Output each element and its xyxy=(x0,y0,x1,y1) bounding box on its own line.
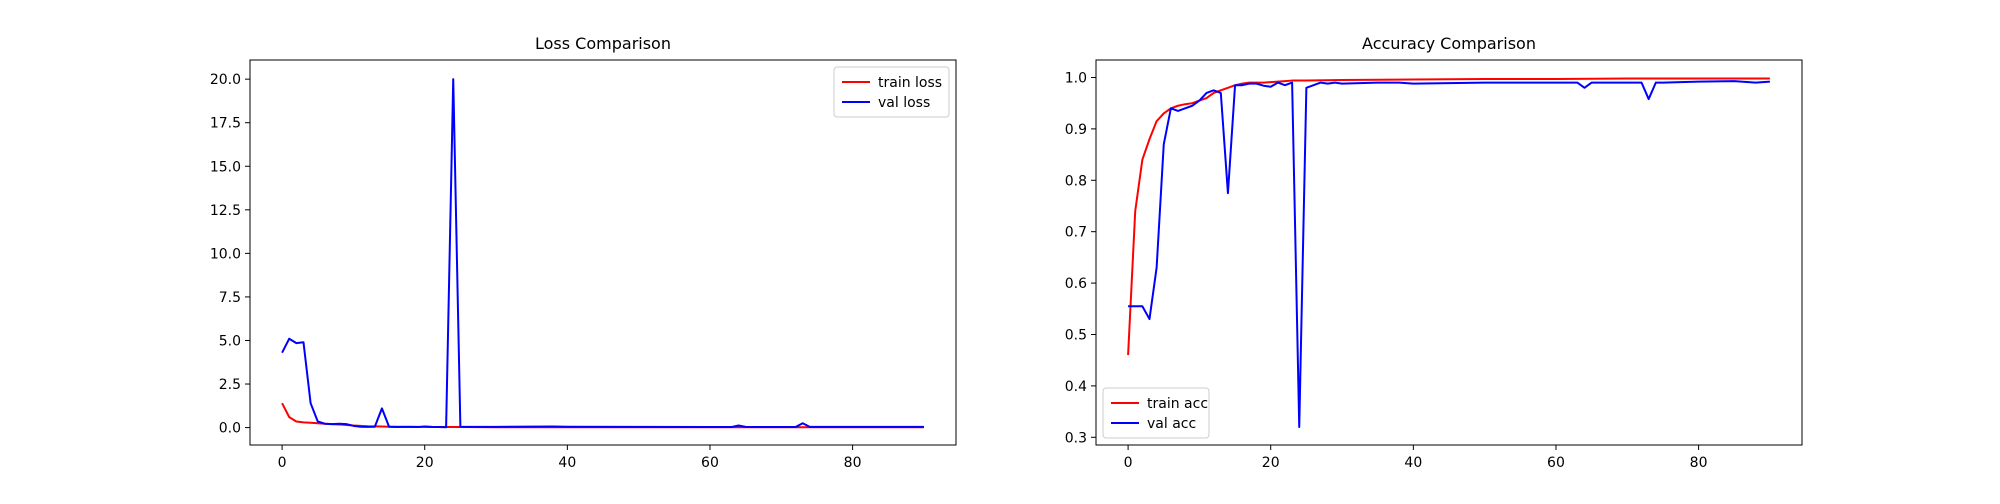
loss-y-tick-label: 10.0 xyxy=(210,246,241,262)
acc-y-tick-label: 1.0 xyxy=(1065,70,1087,86)
acc-y-tick-label: 0.4 xyxy=(1065,379,1087,395)
loss-x-tick-label: 40 xyxy=(558,455,576,471)
loss-series-line-val-loss xyxy=(281,78,924,429)
loss-legend: train loss val loss xyxy=(833,66,950,118)
acc-legend-label: val acc xyxy=(1147,416,1196,432)
acc-x-tick-label: 60 xyxy=(1547,455,1565,471)
acc-x-tick-label: 20 xyxy=(1262,455,1280,471)
acc-plot-frame xyxy=(1095,59,1803,446)
loss-legend-label: train loss xyxy=(878,75,942,91)
acc-series-line-val-acc xyxy=(1128,80,1770,429)
loss-plot-frame xyxy=(249,59,957,446)
acc-x-tick-label: 80 xyxy=(1690,455,1708,471)
acc-y-tick-label: 0.5 xyxy=(1065,327,1087,343)
acc-legend: train acc val acc xyxy=(1102,387,1210,439)
loss-y-tick-label: 15.0 xyxy=(210,159,241,175)
acc-y-tick-label: 0.3 xyxy=(1065,430,1087,446)
loss-y-tick-label: 5.0 xyxy=(219,333,241,349)
acc-legend-label: train acc xyxy=(1147,396,1208,412)
acc-x-tick-label: 0 xyxy=(1124,455,1133,471)
loss-x-tick-label: 80 xyxy=(844,455,862,471)
loss-x-tick-label: 20 xyxy=(416,455,434,471)
loss-legend-box xyxy=(833,66,950,118)
acc-chart-title: Accuracy Comparison xyxy=(1362,34,1536,53)
loss-y-tick-label: 12.5 xyxy=(210,203,241,219)
acc-x-tick-label: 40 xyxy=(1404,455,1422,471)
loss-y-tick-label: 20.0 xyxy=(210,72,241,88)
acc-legend-box xyxy=(1102,387,1210,439)
loss-chart: Loss Comparison 0 20 40 60 80 0.0 2.5 5.0 7.5 10.0… xyxy=(210,34,957,471)
loss-legend-label: val loss xyxy=(878,95,930,111)
acc-y-tick-label: 0.8 xyxy=(1065,173,1087,189)
loss-y-tick-label: 0.0 xyxy=(219,421,241,437)
acc-series-line-train-acc xyxy=(1127,77,1770,356)
acc-y-tick-label: 0.6 xyxy=(1065,276,1087,292)
accuracy-chart: Accuracy Comparison 0 20 40 60 80 0.3 0.4 0.5 0.6… xyxy=(1065,34,1803,471)
loss-x-tick-label: 0 xyxy=(278,455,287,471)
loss-y-tick-label: 7.5 xyxy=(219,290,241,306)
loss-y-tick-label: 2.5 xyxy=(219,377,241,393)
loss-y-tick-label: 17.5 xyxy=(210,116,241,132)
acc-y-tick-label: 0.7 xyxy=(1065,225,1087,241)
acc-y-tick-label: 0.9 xyxy=(1065,122,1087,138)
loss-x-tick-label: 60 xyxy=(701,455,719,471)
loss-chart-title: Loss Comparison xyxy=(535,34,671,53)
